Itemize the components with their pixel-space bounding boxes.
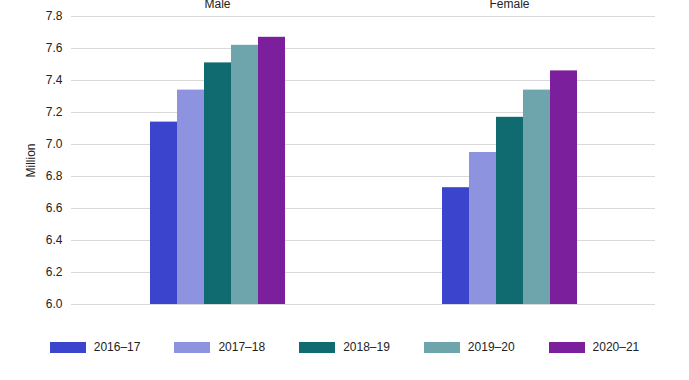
svg-text:7.6: 7.6	[46, 41, 63, 55]
svg-text:Million: Million	[24, 143, 38, 177]
html-text:2016–17: 2016–17	[93, 340, 141, 354]
svg-text:Male: Male	[204, 0, 230, 11]
html-text:2020–21: 2020–21	[592, 340, 640, 354]
svg-text:6.8: 6.8	[46, 169, 63, 183]
html-text:2019–20: 2019–20	[467, 340, 515, 354]
svg-text:6.0: 6.0	[46, 297, 63, 311]
html-text:2018–19: 2018–19	[343, 340, 390, 354]
svg-text:7.0: 7.0	[46, 137, 63, 151]
svg-text:6.6: 6.6	[46, 201, 63, 215]
svg-text:6.2: 6.2	[46, 265, 63, 279]
svg-text:Female: Female	[489, 0, 529, 11]
svg-text:6.4: 6.4	[46, 233, 63, 247]
svg-text:7.4: 7.4	[46, 73, 63, 87]
svg-text:7.2: 7.2	[46, 105, 63, 119]
html-text:2017–18: 2017–18	[218, 340, 266, 354]
svg-text:7.8: 7.8	[46, 9, 63, 23]
